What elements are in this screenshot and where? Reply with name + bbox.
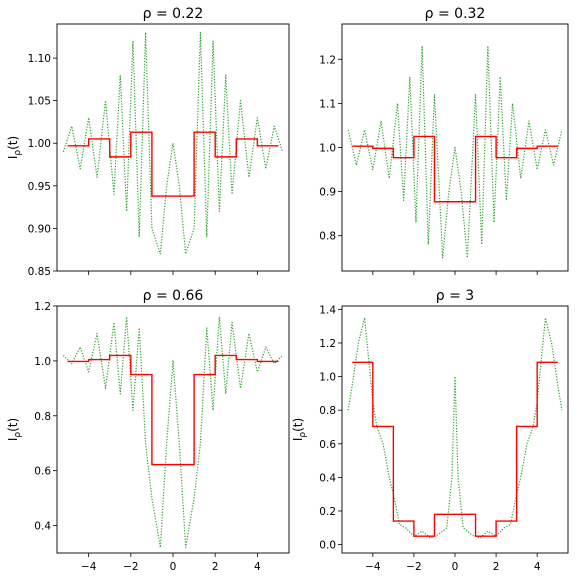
axes-frame — [56, 23, 290, 272]
y-tick-label: 1.05 — [28, 96, 51, 108]
x-tick-label: −4 — [81, 561, 97, 573]
axes-frame — [56, 305, 290, 554]
chart-title: ρ = 0.32 — [425, 6, 486, 22]
x-tick-label: 0 — [170, 561, 177, 573]
x-tick-label: 0 — [452, 561, 459, 573]
dotted-series-line — [62, 31, 284, 255]
chart-title: ρ = 0.66 — [143, 288, 204, 304]
chart-title: ρ = 3 — [436, 288, 474, 304]
y-axis-label: Iρ(t) — [6, 418, 23, 441]
y-tick-label: 0.0 — [319, 540, 336, 552]
x-tick-label: 2 — [493, 561, 500, 573]
step-series-line — [352, 361, 558, 537]
step-series-line — [352, 135, 558, 203]
y-tick-label: 0.6 — [319, 439, 336, 451]
chart-title: ρ = 0.22 — [143, 6, 204, 22]
y-tick-label: 0.2 — [319, 506, 336, 518]
y-tick-label: 1.0 — [319, 372, 336, 384]
step-series-line — [67, 354, 279, 466]
y-tick-label: 1.1 — [319, 98, 336, 110]
y-tick-label: 0.4 — [319, 472, 336, 484]
x-tick-label: 4 — [254, 561, 261, 573]
y-tick-label: 0.8 — [34, 411, 51, 423]
y-tick-label: 1.2 — [319, 338, 336, 350]
subplot-rho-0-32: 0.8 0.9 1.0 1.1 1.2 ρ = 0.32 — [319, 6, 569, 275]
y-axis-label: Iρ(t) — [291, 418, 308, 441]
dotted-series-line — [347, 45, 563, 259]
y-tick-label: 1.10 — [28, 53, 51, 65]
y-tick-label: 0.6 — [34, 466, 51, 478]
dotted-series-line — [347, 317, 563, 539]
y-tick-label: 0.90 — [28, 223, 51, 235]
y-tick-label: 0.9 — [319, 187, 336, 199]
dotted-series-line — [62, 316, 284, 549]
x-tick-label: 2 — [212, 561, 219, 573]
y-tick-label: 1.2 — [34, 301, 51, 313]
y-tick-label: 0.8 — [319, 405, 336, 417]
y-tick-label: 0.4 — [34, 521, 51, 533]
y-tick-label: 1.2 — [319, 54, 336, 66]
axes-frame — [341, 305, 569, 554]
y-tick-label: 1.00 — [28, 138, 51, 150]
y-tick-label: 0.85 — [28, 266, 51, 278]
subplot-rho-0-22: 0.85 0.90 0.95 1.00 1.05 1.10 ρ = 0.22 Iρ(t) — [6, 6, 290, 278]
subplot-rho-3: −4 −2 0 2 4 0.0 0.2 0.4 0.6 0.8 1.0 1.2 1.4 ρ = 3 Iρ(t… — [291, 288, 569, 573]
x-tick-label: −4 — [365, 561, 381, 573]
subplot-rho-0-66: −4 −2 0 2 4 0.4 0.6 0.8 1.0 1.2 ρ = 0.66 Iρ(t) — [6, 288, 290, 573]
step-series-line — [67, 131, 279, 197]
y-tick-label: 1.0 — [319, 143, 336, 155]
y-axis-label: Iρ(t) — [6, 136, 23, 159]
x-tick-label: −2 — [123, 561, 138, 573]
x-tick-label: 4 — [534, 561, 541, 573]
y-tick-label: 1.0 — [34, 356, 51, 368]
y-tick-label: 0.95 — [28, 181, 51, 193]
y-tick-label: 1.4 — [319, 304, 336, 316]
y-tick-label: 0.8 — [319, 231, 336, 243]
x-tick-label: −2 — [406, 561, 421, 573]
